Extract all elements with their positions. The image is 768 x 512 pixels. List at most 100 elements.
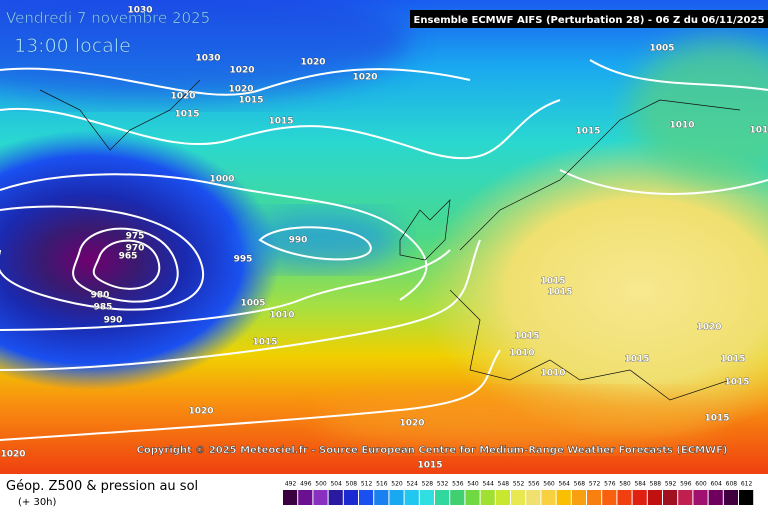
scale-label: 524 xyxy=(406,481,418,488)
scale-label: 540 xyxy=(467,481,479,488)
scale-swatch xyxy=(298,490,313,505)
scale-label: 576 xyxy=(604,481,616,488)
scale-label: 584 xyxy=(634,481,646,488)
footer-lead: (+ 30h) xyxy=(18,497,57,508)
isobar-label: 1030 xyxy=(195,54,220,64)
scale-swatch xyxy=(587,490,602,505)
scale-swatch xyxy=(328,490,343,505)
scale-label: 520 xyxy=(391,481,403,488)
scale-label: 516 xyxy=(376,481,388,488)
date-label: Vendredi 7 novembre 2025 xyxy=(6,9,210,27)
color-scale: 492 496 500 504 508 512 516 520 524 528 532 536 540 5… xyxy=(283,481,754,505)
scale-label: 592 xyxy=(665,481,677,488)
scale-label: 496 xyxy=(300,481,312,488)
isobar-label: 975 xyxy=(126,232,145,242)
scale-label: 596 xyxy=(680,481,692,488)
scale-label: 536 xyxy=(452,481,464,488)
isobar-label: 1015 xyxy=(575,127,600,137)
isobar-label: 1015 xyxy=(540,277,565,287)
scale-swatch xyxy=(541,490,556,505)
time-label: 13:00 locale xyxy=(14,35,131,57)
scale-swatch xyxy=(693,490,708,505)
scale-swatch xyxy=(495,490,510,505)
isobar-label: 1015 xyxy=(252,338,277,348)
scale-label: 532 xyxy=(437,481,449,488)
scale-swatch xyxy=(283,490,298,505)
isobar-labels: 1030103010201020102010201020101510151015… xyxy=(0,5,768,471)
scale-label: 604 xyxy=(710,481,722,488)
isobar-label: 1020 xyxy=(228,85,253,95)
isobar-label: 1020 xyxy=(399,419,424,429)
isobar-label: 1000 xyxy=(209,175,234,185)
scale-swatch xyxy=(663,490,678,505)
scale-label: 528 xyxy=(422,481,434,488)
isobar-label: 1005 xyxy=(240,299,265,309)
isobar-label: 1015 xyxy=(624,355,649,365)
scale-swatch xyxy=(678,490,693,505)
isobar-label: 1015 xyxy=(547,288,572,298)
scale-label: 556 xyxy=(528,481,540,488)
scale-swatch xyxy=(359,490,374,505)
run-label: Ensemble ECMWF AIFS (Perturbation 28) - … xyxy=(414,15,765,26)
scale-swatch xyxy=(632,490,647,505)
scale-label: 612 xyxy=(741,481,753,488)
isobar-label: 1020 xyxy=(229,66,254,76)
isobar-label: 1015 xyxy=(417,461,442,471)
isobar-label: 1015 xyxy=(174,110,199,120)
scale-label: 492 xyxy=(285,481,297,488)
scale-label: 608 xyxy=(726,481,738,488)
isobar-label: 1015 xyxy=(720,355,745,365)
scale-swatch xyxy=(343,490,358,505)
scale-label: 572 xyxy=(589,481,601,488)
isobar-label: 1010 xyxy=(269,311,294,321)
scale-swatch xyxy=(389,490,404,505)
scale-label: 544 xyxy=(482,481,494,488)
scale-swatch xyxy=(480,490,495,505)
scale-label: 500 xyxy=(315,481,327,488)
scale-swatch xyxy=(511,490,526,505)
scale-swatch xyxy=(602,490,617,505)
scale-label: 548 xyxy=(498,481,510,488)
isobar-label: 995 xyxy=(234,255,253,265)
isobar-label: 990 xyxy=(289,236,308,246)
isobar-label: 1020 xyxy=(170,92,195,102)
isobar-label: 1030 xyxy=(127,6,152,16)
scale-label: 588 xyxy=(650,481,662,488)
isobar-label: 1020 xyxy=(352,73,377,83)
scale-swatch xyxy=(708,490,723,505)
isobar-label: 990 xyxy=(104,316,123,326)
scale-swatch xyxy=(571,490,586,505)
isobar-label: 1020 xyxy=(188,407,213,417)
isobar-label: 1015 xyxy=(238,96,263,106)
scale-swatch xyxy=(617,490,632,505)
header: Vendredi 7 novembre 2025 13:00 locale En… xyxy=(6,9,768,57)
scale-swatch xyxy=(450,490,465,505)
scale-swatch xyxy=(404,490,419,505)
scale-swatch xyxy=(313,490,328,505)
scale-swatch xyxy=(526,490,541,505)
scale-label: 504 xyxy=(330,481,342,488)
footer-title: Géop. Z500 & pression au sol xyxy=(6,479,198,494)
scale-label: 564 xyxy=(558,481,570,488)
isobar-label: 970 xyxy=(126,244,145,254)
isobar-label: 1015 xyxy=(268,117,293,127)
scale-label: 512 xyxy=(361,481,373,488)
map-background xyxy=(0,0,768,474)
scale-swatch xyxy=(374,490,389,505)
scale-label: 580 xyxy=(619,481,631,488)
isobar-label: 1020 xyxy=(696,323,721,333)
scale-label: 568 xyxy=(574,481,586,488)
coastlines xyxy=(39,79,741,401)
scale-swatch xyxy=(435,490,450,505)
isobar-label: 980 xyxy=(91,291,110,301)
isobar-label: 1015 xyxy=(514,332,539,342)
scale-swatch xyxy=(647,490,662,505)
scale-label: 508 xyxy=(346,481,358,488)
scale-label: 560 xyxy=(543,481,555,488)
isobar-label: 1015 xyxy=(704,414,729,424)
scale-swatch xyxy=(419,490,434,505)
copyright: Copyright © 2025 Meteociel.fr - Source E… xyxy=(137,445,728,456)
isobar-label: 1010 xyxy=(540,369,565,379)
scale-label: 600 xyxy=(695,481,707,488)
isobar-label: 1015 xyxy=(749,126,768,136)
